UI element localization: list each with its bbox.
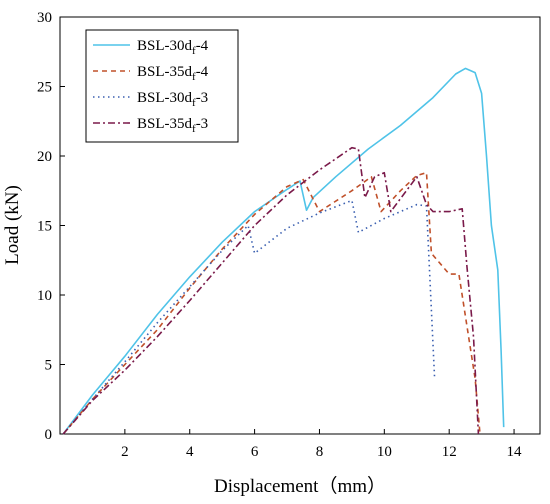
series-line-3	[62, 199, 436, 435]
y-tick-label: 20	[37, 149, 52, 165]
series-line-2	[62, 171, 481, 435]
x-tick-label: 10	[377, 444, 392, 460]
y-tick-label: 0	[45, 427, 53, 443]
x-tick-label: 14	[507, 444, 523, 460]
series-layer	[62, 67, 505, 435]
legend-label-3: BSL-30df-3	[137, 90, 208, 109]
series-line-1	[62, 67, 505, 435]
x-axis-title: Displacement（mm）	[214, 475, 386, 497]
y-tick-label: 30	[37, 10, 52, 26]
x-tick-label: 8	[316, 444, 324, 460]
y-axis-title: Load (kN)	[2, 185, 23, 265]
series-line-4	[62, 146, 480, 435]
x-tick-label: 12	[442, 444, 457, 460]
x-tick-label: 2	[121, 444, 129, 460]
ticks-layer: 2 4 6 8 10 12 14 0 5 10 15 20 25 30	[37, 10, 522, 460]
legend-label-2: BSL-35df-4	[137, 64, 209, 83]
x-tick-label: 4	[186, 444, 194, 460]
legend-label-1: BSL-30df-4	[137, 38, 209, 57]
x-tick-label: 6	[251, 444, 259, 460]
y-tick-label: 5	[45, 358, 53, 374]
legend-label-4: BSL-35df-3	[137, 116, 208, 135]
y-tick-label: 25	[37, 80, 52, 96]
legend: BSL-30df-4 BSL-35df-4 BSL-30df-3 BSL-35df-3	[85, 29, 239, 143]
y-tick-label: 15	[37, 219, 52, 235]
y-tick-label: 10	[37, 288, 52, 304]
